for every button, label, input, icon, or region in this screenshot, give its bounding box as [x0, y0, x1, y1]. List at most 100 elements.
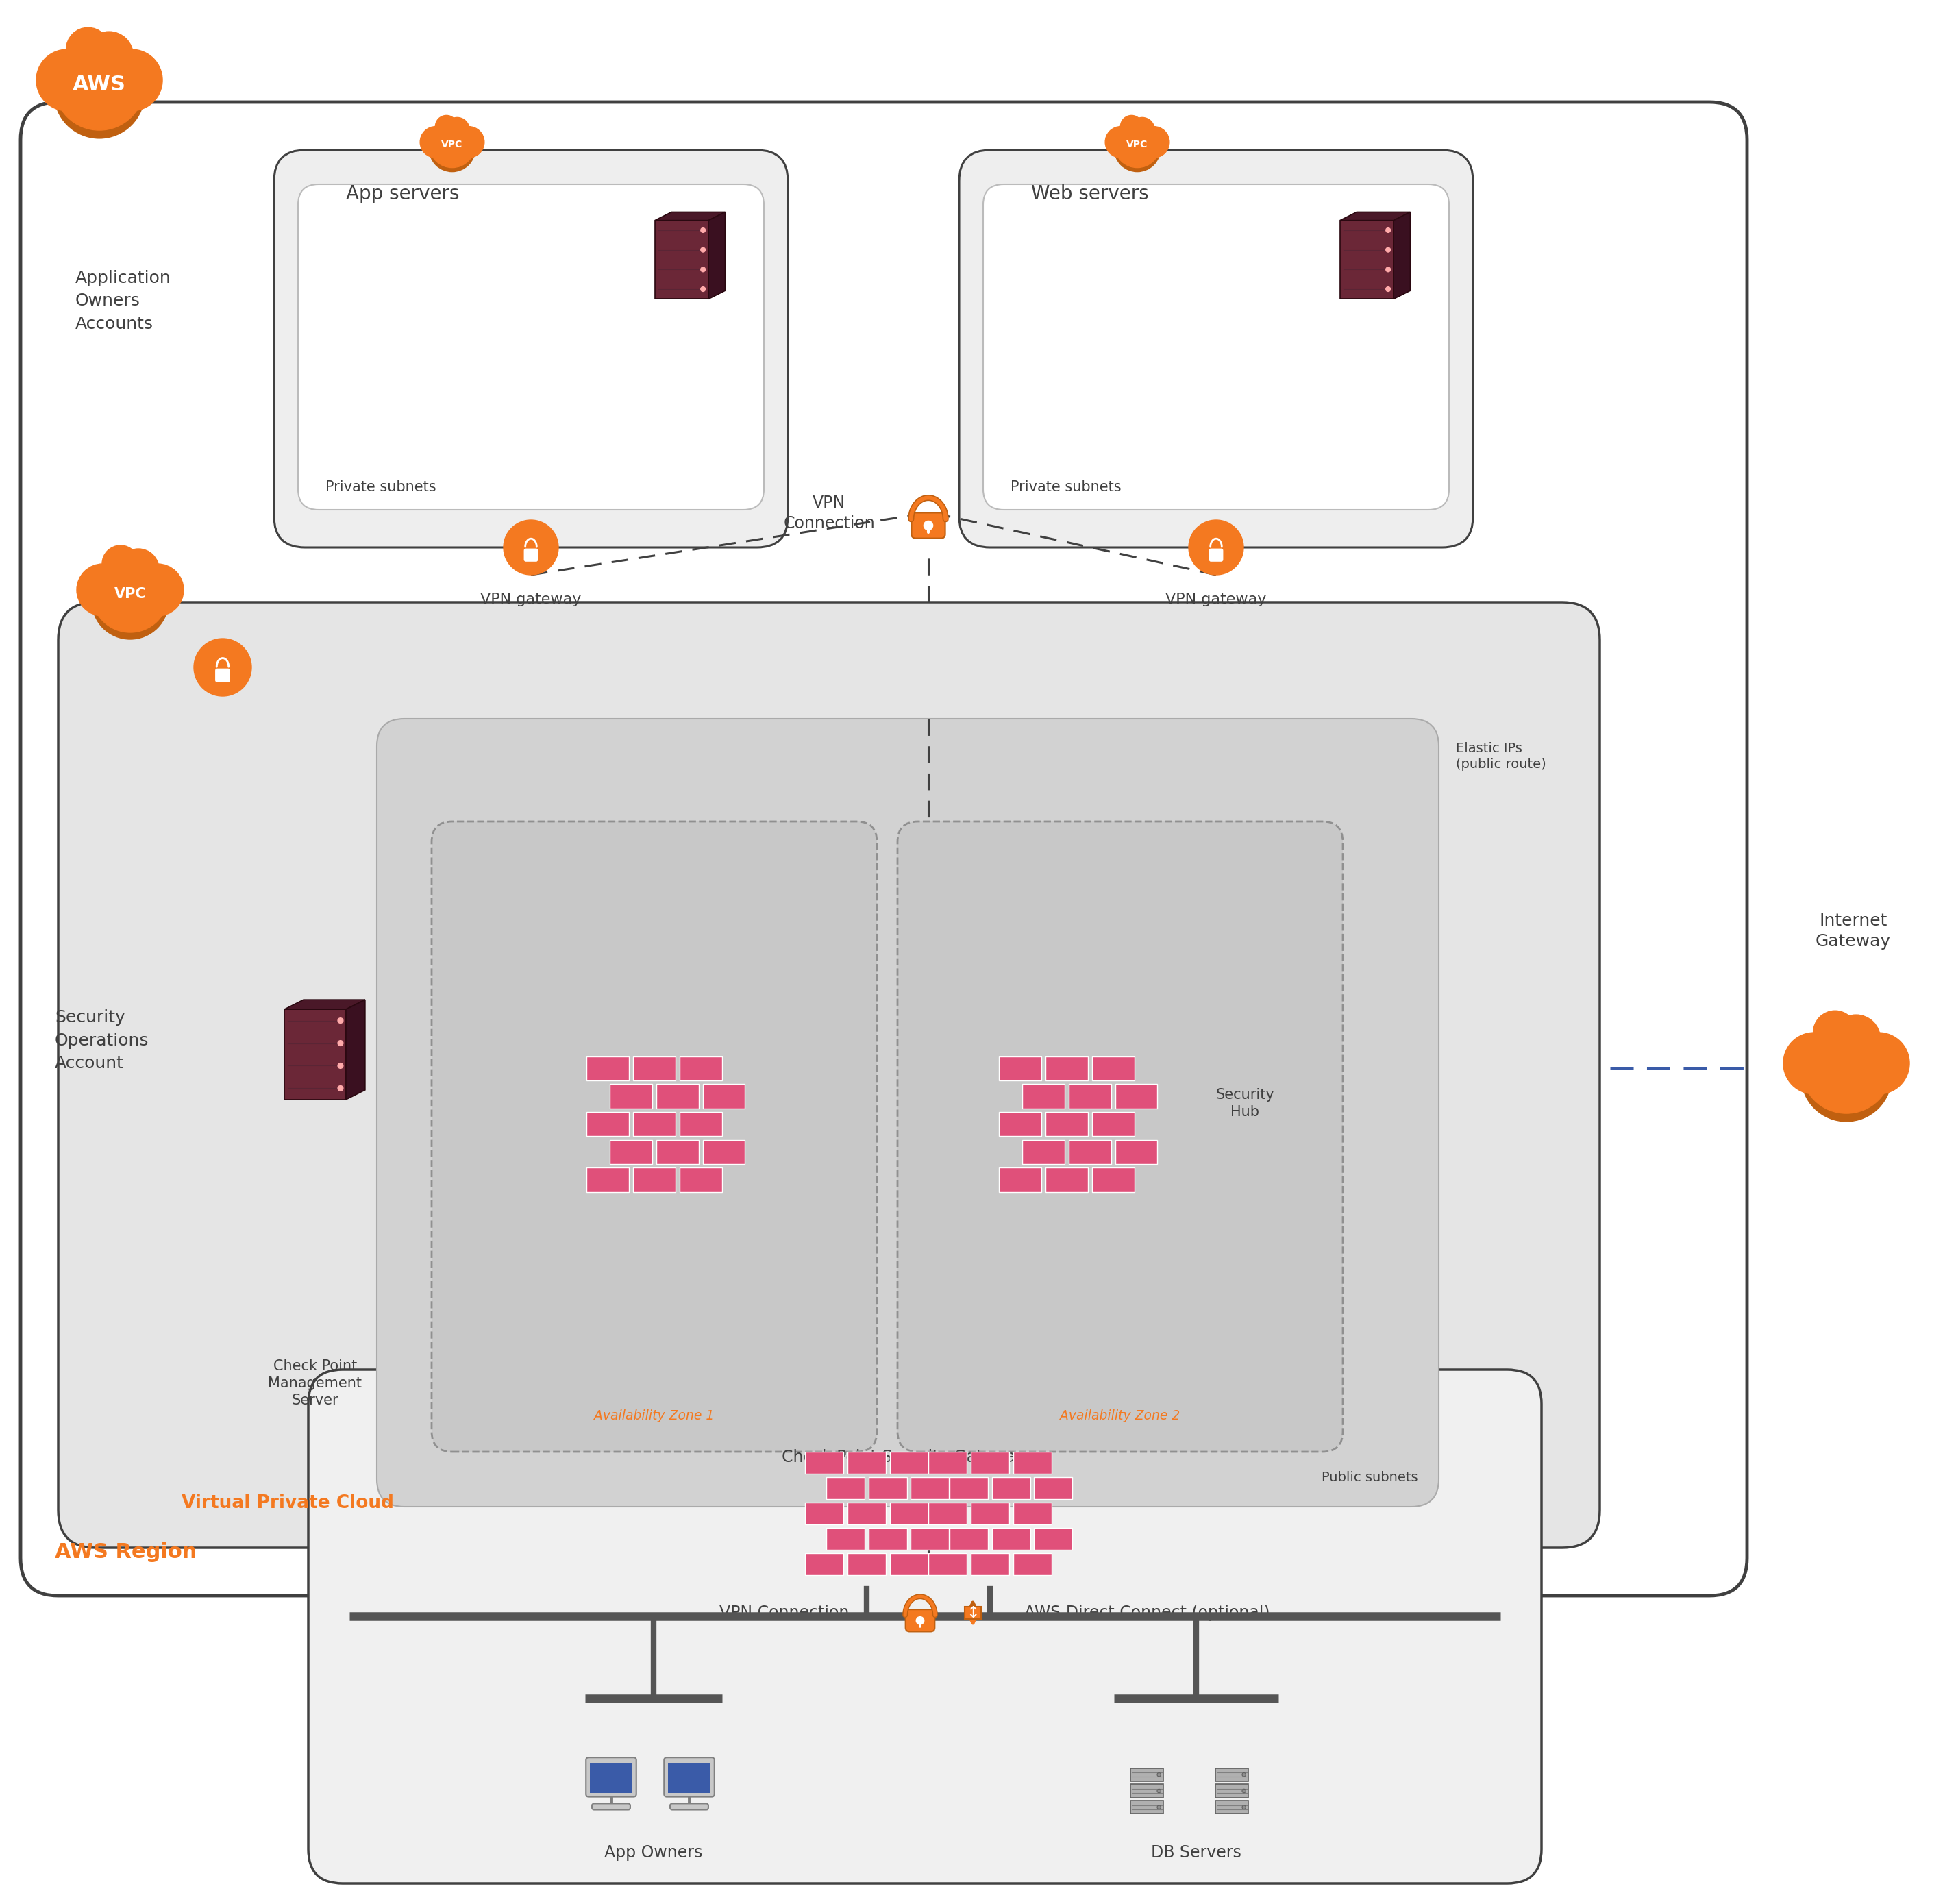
Bar: [970, 1554, 1009, 1575]
Bar: [847, 1502, 886, 1525]
Circle shape: [454, 126, 485, 158]
Circle shape: [700, 248, 706, 251]
Bar: [587, 1057, 630, 1080]
Bar: [702, 1140, 745, 1163]
Text: VPN
Connection: VPN Connection: [782, 495, 874, 531]
Bar: [634, 1112, 675, 1137]
Circle shape: [102, 545, 139, 583]
Bar: [679, 1167, 722, 1192]
Circle shape: [1121, 116, 1142, 137]
Polygon shape: [708, 211, 726, 299]
Bar: [1091, 1112, 1134, 1137]
Bar: [610, 1083, 651, 1108]
Bar: [1215, 1784, 1248, 1797]
Text: Public subnets: Public subnets: [1322, 1472, 1418, 1485]
Text: AWS Region: AWS Region: [55, 1542, 198, 1561]
Circle shape: [92, 556, 168, 632]
Circle shape: [421, 126, 452, 158]
Bar: [992, 1527, 1031, 1550]
Circle shape: [1189, 520, 1244, 575]
Circle shape: [84, 32, 133, 80]
Circle shape: [338, 1062, 342, 1068]
Circle shape: [503, 520, 557, 575]
Bar: [669, 1763, 710, 1794]
Bar: [929, 1554, 966, 1575]
Bar: [1035, 1478, 1072, 1498]
Bar: [591, 1763, 632, 1794]
Circle shape: [700, 288, 706, 291]
Polygon shape: [284, 1000, 366, 1009]
Text: Elastic IPs
(public route): Elastic IPs (public route): [1455, 743, 1545, 771]
Bar: [806, 1554, 843, 1575]
Circle shape: [1387, 248, 1391, 251]
FancyBboxPatch shape: [309, 1369, 1541, 1883]
FancyBboxPatch shape: [964, 1607, 980, 1618]
Bar: [970, 1502, 1009, 1525]
Bar: [679, 1112, 722, 1137]
Bar: [702, 1083, 745, 1108]
Text: AWS Direct Connect (optional): AWS Direct Connect (optional): [1025, 1605, 1269, 1620]
Bar: [1046, 1167, 1088, 1192]
Text: VPC: VPC: [442, 139, 464, 149]
Bar: [1023, 1083, 1064, 1108]
Text: Security
Operations
Account: Security Operations Account: [55, 1009, 149, 1072]
Bar: [1013, 1554, 1052, 1575]
Bar: [610, 1140, 651, 1163]
Bar: [1046, 1112, 1088, 1137]
Bar: [634, 1167, 675, 1192]
Bar: [1215, 1769, 1248, 1780]
Circle shape: [1131, 118, 1154, 143]
Bar: [911, 1478, 949, 1498]
Bar: [847, 1554, 886, 1575]
Bar: [951, 1527, 988, 1550]
Circle shape: [1158, 1773, 1160, 1776]
Polygon shape: [655, 221, 708, 299]
Circle shape: [1158, 1805, 1160, 1809]
Text: ↕: ↕: [966, 1605, 980, 1620]
FancyBboxPatch shape: [22, 103, 1747, 1596]
Bar: [1046, 1057, 1088, 1080]
FancyBboxPatch shape: [59, 602, 1600, 1548]
Text: DB Servers: DB Servers: [1150, 1845, 1242, 1860]
Circle shape: [1115, 122, 1160, 168]
Circle shape: [1833, 1015, 1880, 1062]
Circle shape: [1848, 1032, 1909, 1095]
Circle shape: [436, 116, 458, 137]
FancyBboxPatch shape: [378, 718, 1440, 1506]
Bar: [1000, 1167, 1041, 1192]
Text: Private subnets: Private subnets: [1011, 480, 1121, 493]
Polygon shape: [284, 1009, 346, 1101]
Bar: [806, 1502, 843, 1525]
Circle shape: [1801, 1030, 1891, 1121]
FancyBboxPatch shape: [671, 1803, 708, 1811]
Circle shape: [700, 228, 706, 232]
Bar: [806, 1453, 843, 1474]
Text: VPN gateway: VPN gateway: [1166, 592, 1267, 605]
Circle shape: [131, 564, 184, 615]
Bar: [970, 1453, 1009, 1474]
Bar: [911, 1527, 949, 1550]
Bar: [847, 1453, 886, 1474]
Bar: [1068, 1083, 1111, 1108]
Circle shape: [55, 40, 145, 129]
Circle shape: [915, 1616, 923, 1624]
Bar: [1035, 1527, 1072, 1550]
Text: Check Point Security Gateways: Check Point Security Gateways: [782, 1449, 1035, 1466]
Circle shape: [1387, 267, 1391, 272]
Bar: [868, 1527, 908, 1550]
Bar: [587, 1112, 630, 1137]
Circle shape: [1138, 126, 1170, 158]
Text: Internet
Gateway: Internet Gateway: [1815, 912, 1891, 950]
Bar: [929, 1502, 966, 1525]
Circle shape: [194, 638, 252, 697]
Circle shape: [1242, 1805, 1246, 1809]
Circle shape: [55, 48, 145, 139]
FancyBboxPatch shape: [984, 185, 1449, 510]
Circle shape: [444, 118, 469, 143]
FancyBboxPatch shape: [215, 668, 231, 682]
Polygon shape: [1340, 221, 1393, 299]
Bar: [992, 1478, 1031, 1498]
FancyBboxPatch shape: [898, 821, 1344, 1453]
Text: VPN Connection: VPN Connection: [720, 1605, 849, 1620]
Bar: [825, 1478, 865, 1498]
